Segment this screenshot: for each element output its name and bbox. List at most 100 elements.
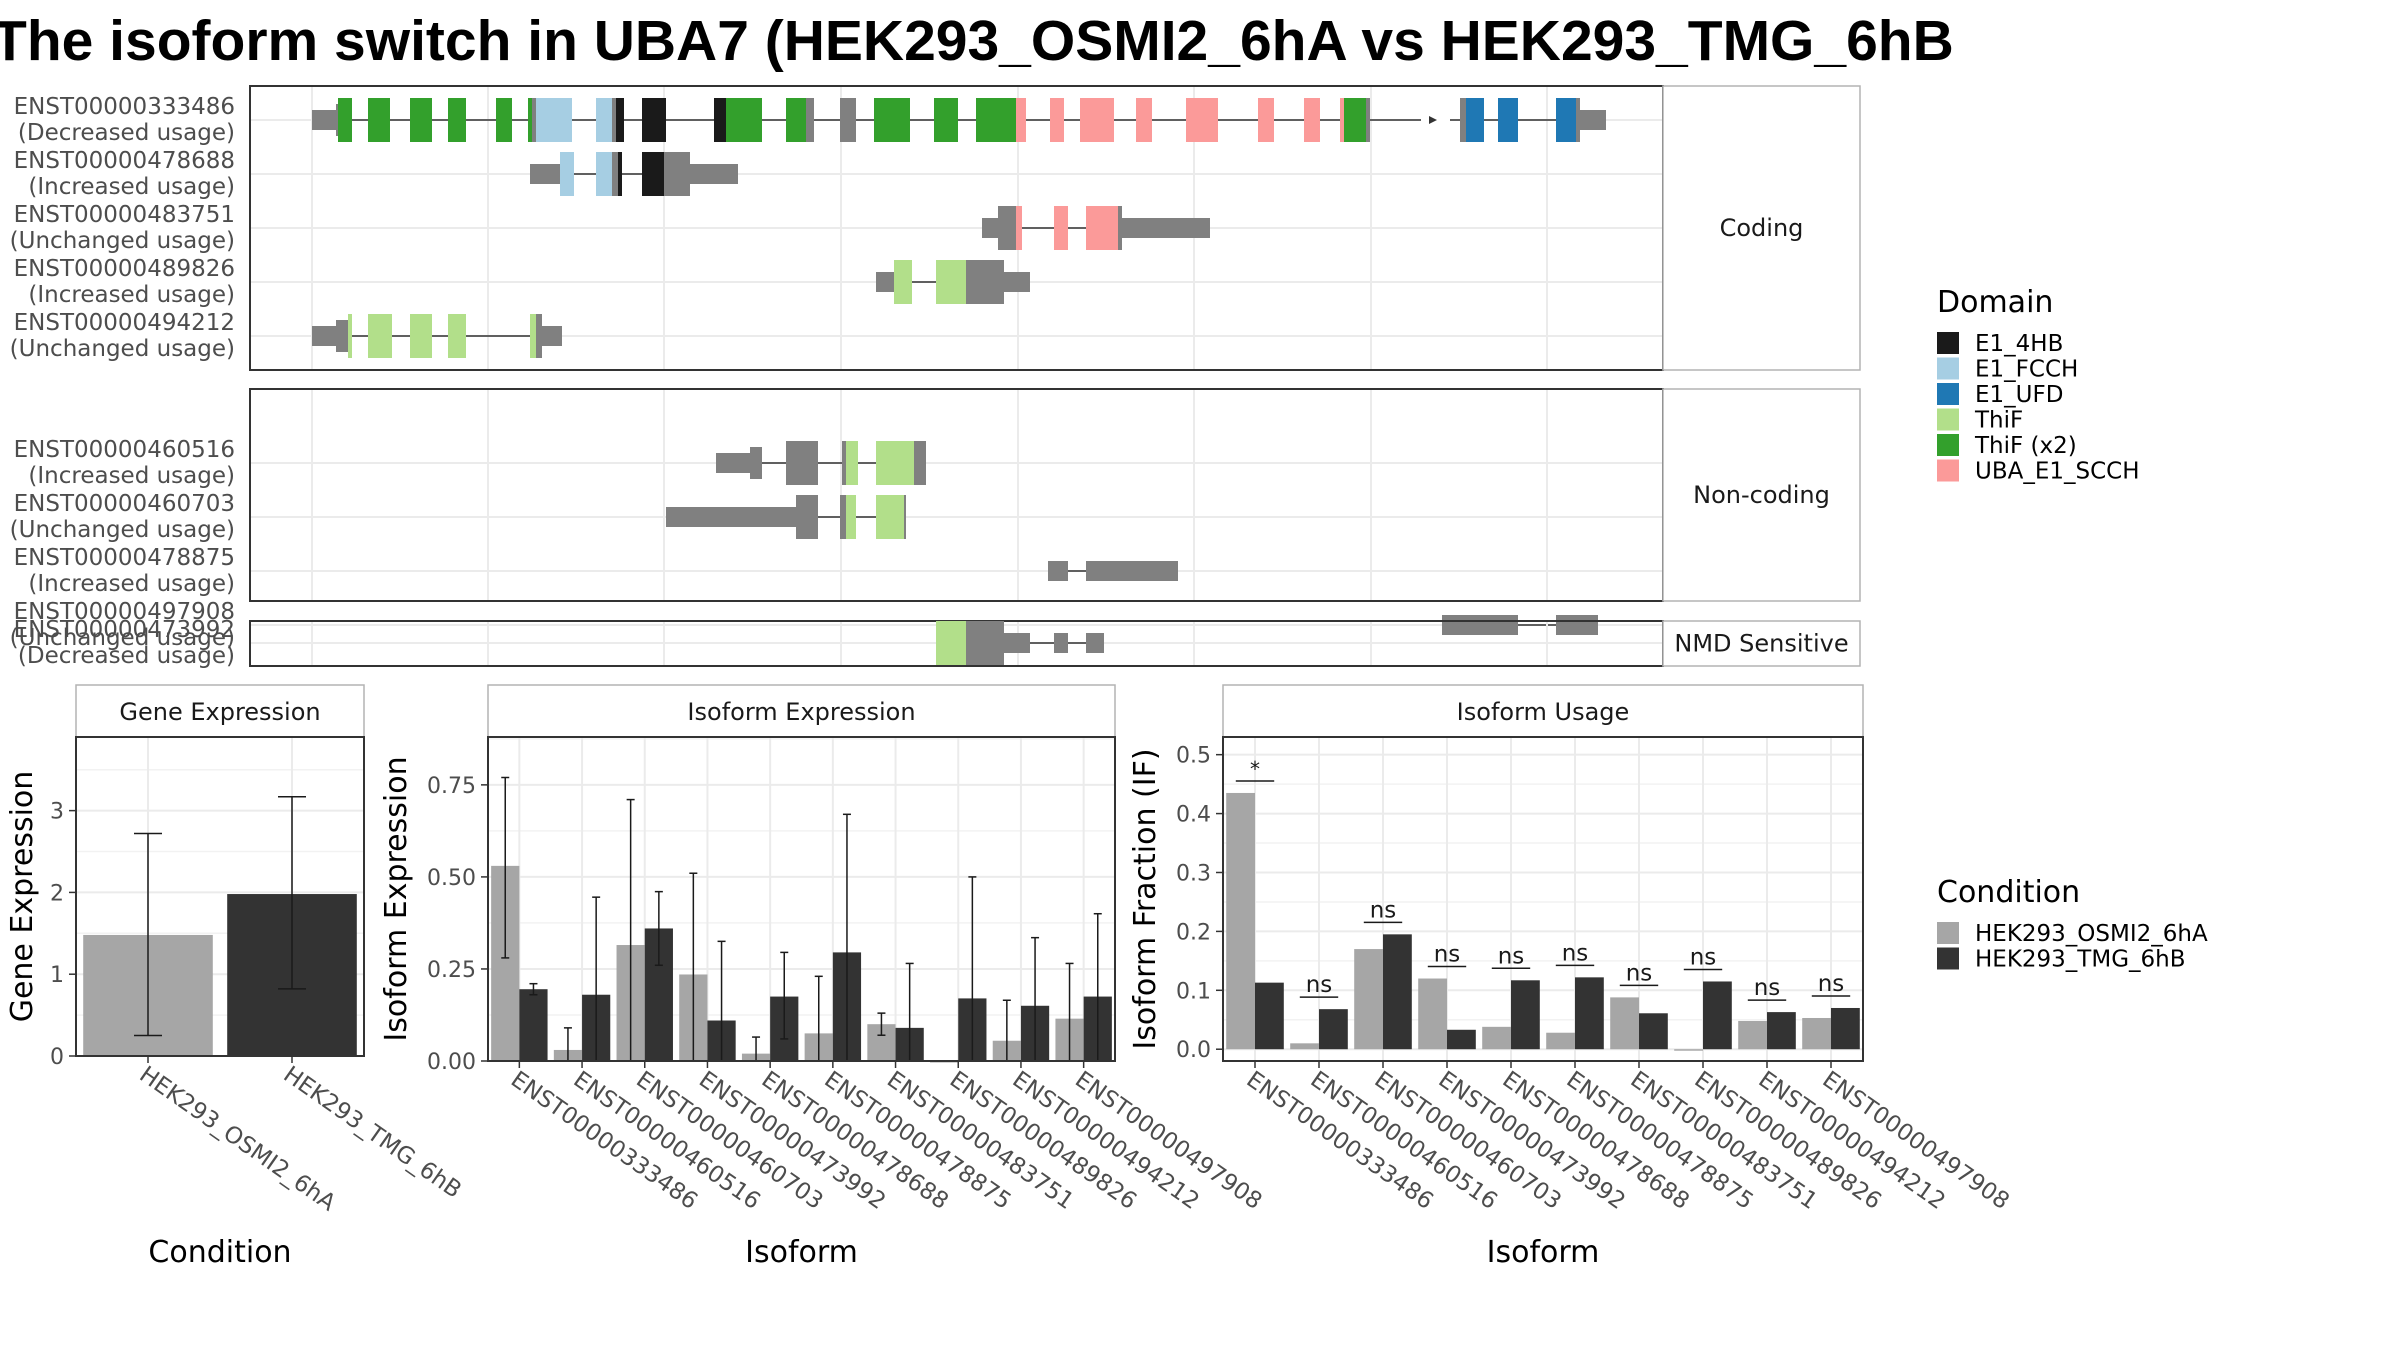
isoform-id-label: ENST00000494212 xyxy=(14,310,235,336)
exon-feature xyxy=(1556,615,1598,635)
isoform-usage-label: (Unchanged usage) xyxy=(10,625,235,651)
exon-feature xyxy=(1004,633,1030,653)
domain-legend-title: Domain xyxy=(1937,285,2053,320)
direction-arrow xyxy=(1429,116,1437,124)
exon-feature xyxy=(312,110,336,130)
y-tick-label: 3 xyxy=(50,800,64,825)
strip-box xyxy=(1662,620,1861,667)
y-tick-label: 0.75 xyxy=(427,774,476,799)
exon-feature xyxy=(1366,98,1370,142)
strip-label: Non-coding xyxy=(1693,481,1830,509)
isoform-track xyxy=(876,260,1030,304)
bar xyxy=(519,989,548,1061)
exon-feature xyxy=(616,98,624,142)
exon-feature xyxy=(1004,272,1030,292)
y-tick-label: 0.0 xyxy=(1176,1038,1211,1063)
bar xyxy=(1575,977,1604,1050)
isoform-id-label: ENST00000478875 xyxy=(14,545,235,571)
exon-feature xyxy=(976,98,1016,142)
y-tick-label: 0.1 xyxy=(1176,979,1211,1004)
legend-swatch xyxy=(1937,922,1959,944)
y-tick-label: 1 xyxy=(50,963,64,988)
bar-chart-panels: Gene Expression0123HEK293_OSMI2_6hAHEK29… xyxy=(5,684,2014,1270)
y-tick-label: 0.2 xyxy=(1176,920,1211,945)
exon-feature xyxy=(536,98,572,142)
exon-feature xyxy=(714,98,726,142)
isoform-id-label: ENST00000478688 xyxy=(14,148,235,174)
exon-feature xyxy=(934,98,958,142)
bar xyxy=(1511,980,1540,1050)
exon-feature xyxy=(876,441,914,485)
exon-feature xyxy=(1258,98,1274,142)
exon-feature xyxy=(560,152,574,196)
exon-feature xyxy=(796,495,818,539)
exon-feature xyxy=(966,260,1004,304)
bar xyxy=(1674,1049,1703,1051)
bar xyxy=(1255,982,1284,1050)
isoform-usage-label: (Increased usage) xyxy=(28,571,235,597)
x-axis-title: Isoform xyxy=(1487,1235,1600,1270)
legend-item-label: HEK293_OSMI2_6hA xyxy=(1975,921,2208,947)
isoform-id-label: ENST00000483751 xyxy=(14,202,235,228)
bar xyxy=(1383,934,1412,1050)
strip-label: Isoform Usage xyxy=(1457,698,1630,726)
isoform-usage-label: (Decreased usage) xyxy=(18,643,235,669)
exon-feature xyxy=(642,152,664,196)
exon-feature xyxy=(1080,98,1114,142)
exon-feature xyxy=(840,495,846,539)
structure-panel-nmd-sensitive: NMD Sensitive ENST00000473992(Decreased u… xyxy=(14,617,1861,669)
strip-label: Coding xyxy=(1720,214,1804,242)
y-tick-label: 0.3 xyxy=(1176,861,1211,886)
isoform-track xyxy=(530,152,738,196)
exon-feature xyxy=(894,260,912,304)
exon-feature xyxy=(348,314,352,358)
isoform-usage-label: (Increased usage) xyxy=(28,174,235,200)
exon-feature xyxy=(1442,615,1518,635)
y-tick-label: 0.25 xyxy=(427,958,476,983)
strip-label: NMD Sensitive xyxy=(1674,630,1848,658)
bar xyxy=(1639,1013,1668,1050)
bar xyxy=(1447,1029,1476,1050)
exon-feature xyxy=(664,152,690,196)
panel-isoform-usage: Isoform Usage 0.0 0.1 0.2 0.3 0.4 0.5 * ns ns ns ns… xyxy=(1128,684,2014,1270)
isoform-track xyxy=(312,314,562,358)
isoform-track xyxy=(666,495,906,539)
isoform-usage-label: (Decreased usage) xyxy=(18,120,235,146)
exon-feature xyxy=(982,218,998,238)
bar xyxy=(1767,1012,1796,1050)
bar xyxy=(1418,978,1447,1050)
isoform-id-label: ENST00000497908 xyxy=(14,599,235,625)
significance-label: * xyxy=(1250,757,1260,781)
exon-feature xyxy=(876,272,894,292)
strip-box xyxy=(75,684,365,738)
exon-feature xyxy=(528,98,532,142)
exon-feature xyxy=(1016,206,1022,250)
exon-feature xyxy=(806,98,814,142)
isoform-id-label: ENST00000473992 xyxy=(14,617,235,643)
exon-feature xyxy=(716,453,750,473)
exon-feature xyxy=(1086,206,1118,250)
exon-feature xyxy=(642,98,666,142)
exon-feature xyxy=(368,98,390,142)
isoform-id-label: ENST00000489826 xyxy=(14,256,235,282)
legend-item-label: UBA_E1_SCCH xyxy=(1975,459,2140,485)
bar xyxy=(1831,1007,1860,1050)
exon-feature xyxy=(1580,110,1606,130)
exon-feature xyxy=(1344,98,1366,142)
isoform-track xyxy=(936,621,1104,665)
y-axis-title: Isoform Fraction (IF) xyxy=(1128,748,1163,1049)
exon-feature xyxy=(1050,98,1064,142)
exon-feature xyxy=(312,326,336,346)
exon-feature xyxy=(596,98,612,142)
legend-swatch xyxy=(1937,357,1959,380)
y-tick-label: 0.00 xyxy=(427,1050,476,1075)
exon-feature xyxy=(338,98,352,142)
exon-feature xyxy=(876,495,904,539)
significance-label: ns xyxy=(1562,940,1589,966)
significance-label: ns xyxy=(1306,972,1333,998)
bar xyxy=(1738,1020,1767,1050)
exon-feature xyxy=(336,320,348,352)
